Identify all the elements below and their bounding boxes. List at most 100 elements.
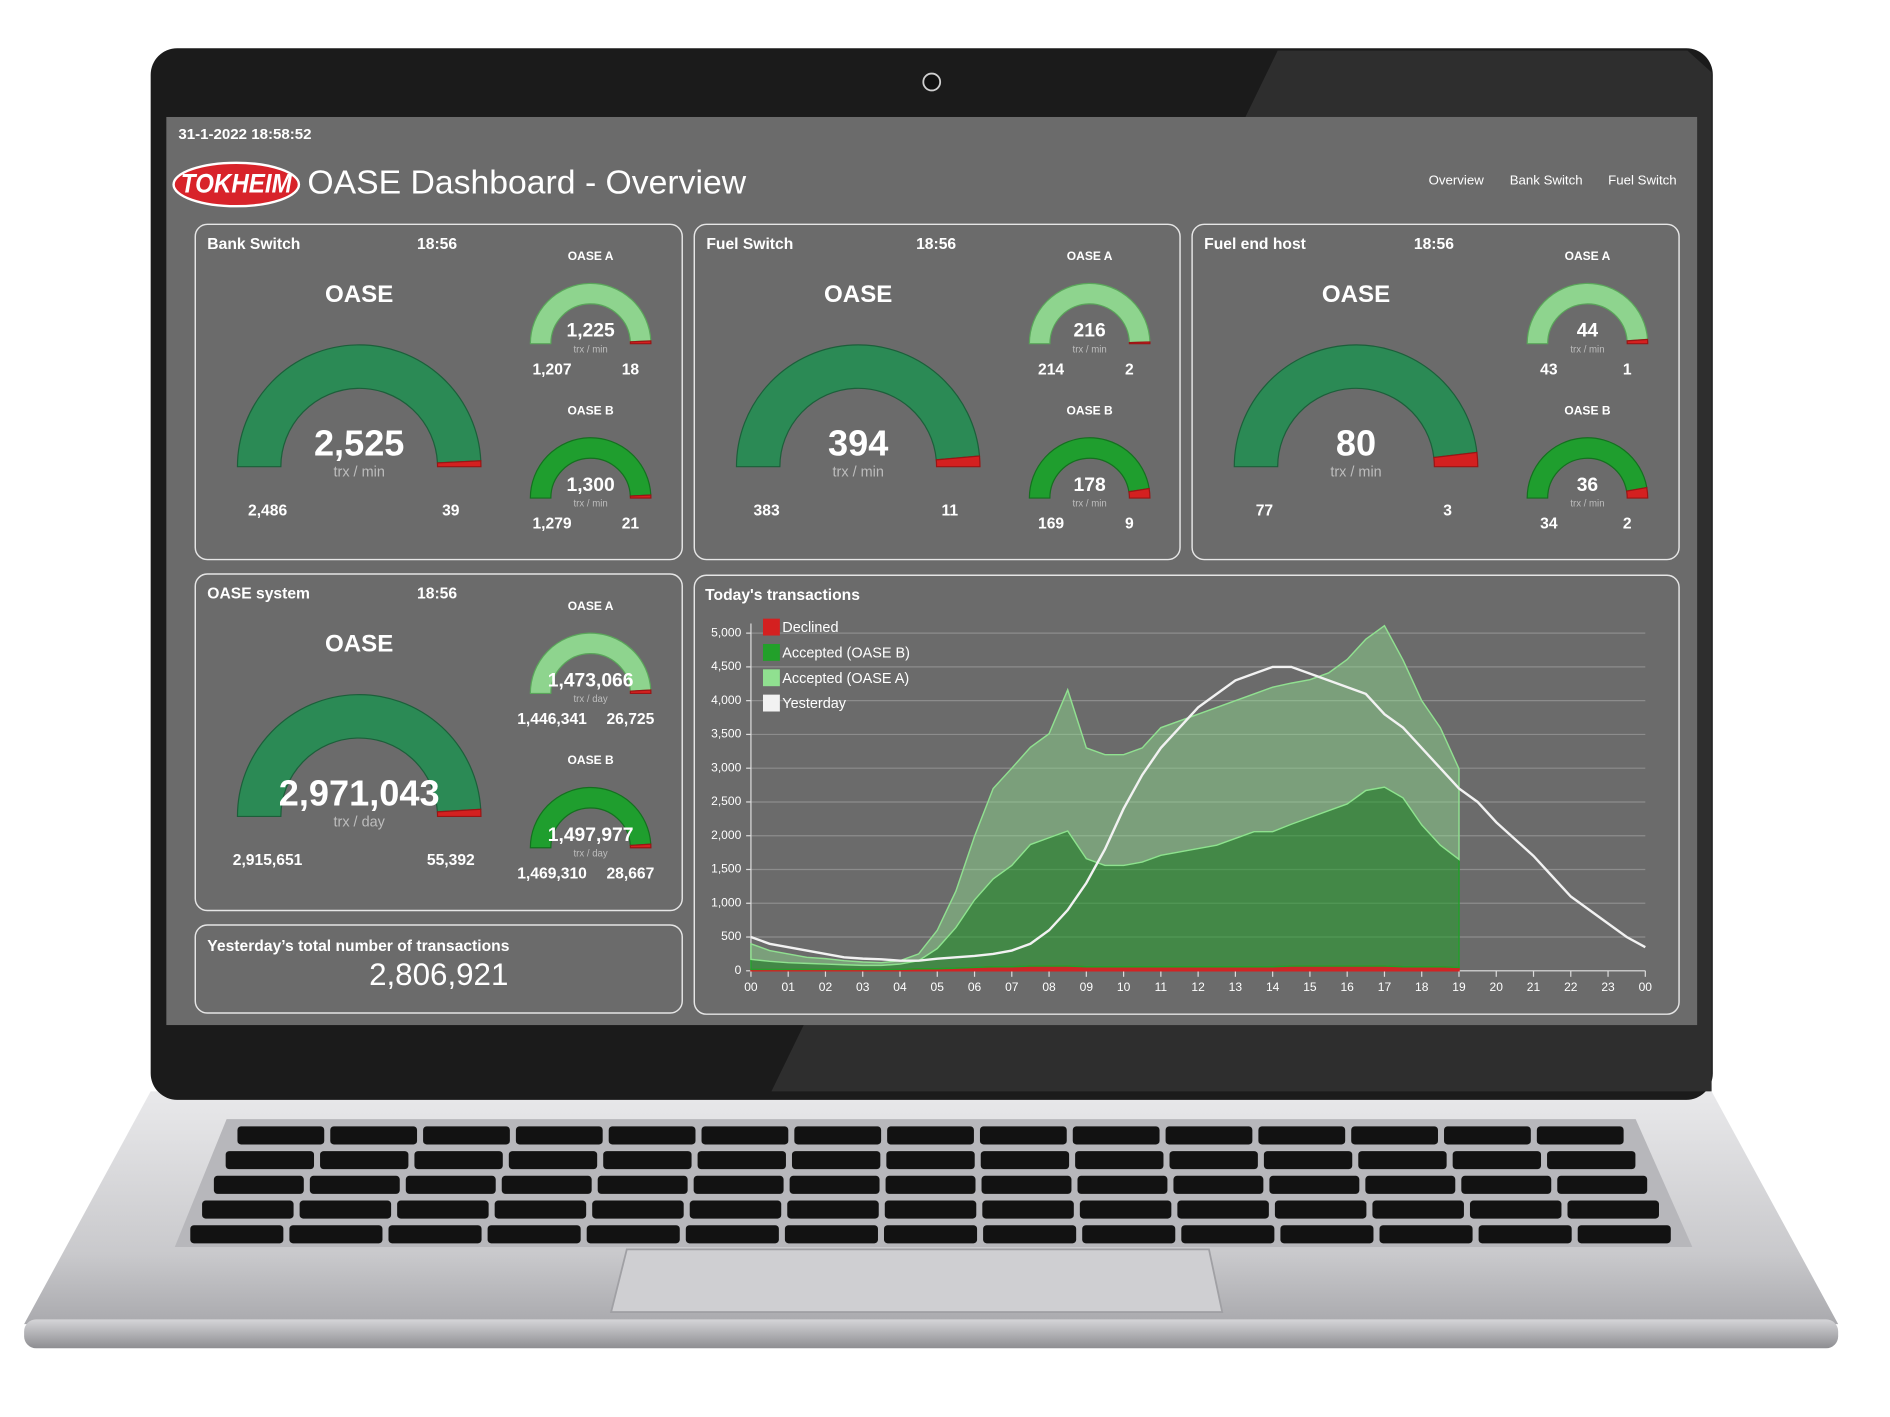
gauge-accepted: 383 bbox=[754, 502, 780, 519]
key bbox=[980, 1151, 1070, 1170]
gauge-accepted-arc bbox=[735, 344, 981, 468]
gauge-accepted: 1,469,310 bbox=[517, 865, 587, 882]
x-tick-label: 17 bbox=[1378, 980, 1392, 994]
gauge-value: 1,473,066 bbox=[548, 670, 634, 691]
key bbox=[225, 1151, 315, 1170]
gauge-unit: trx / min bbox=[1570, 499, 1604, 510]
nav-link[interactable]: Overview bbox=[1429, 172, 1485, 187]
panel-title: OASE system bbox=[207, 586, 310, 603]
key bbox=[423, 1126, 510, 1145]
gauge-declined: 1 bbox=[1623, 361, 1632, 378]
y-tick-label: 2,500 bbox=[711, 794, 741, 808]
panel bbox=[1191, 223, 1680, 561]
gauge-declined-arc bbox=[629, 689, 652, 695]
gauge-value: 394 bbox=[828, 423, 888, 464]
key bbox=[1169, 1151, 1258, 1170]
key bbox=[791, 1151, 881, 1170]
key bbox=[397, 1200, 489, 1219]
gauge-value: 1,225 bbox=[566, 321, 615, 342]
key bbox=[1165, 1126, 1253, 1145]
panel bbox=[194, 223, 683, 561]
gauge-label: OASE B bbox=[568, 753, 614, 767]
gauge-declined: 39 bbox=[442, 502, 460, 519]
key bbox=[320, 1151, 409, 1170]
key bbox=[1173, 1175, 1264, 1194]
key bbox=[608, 1126, 696, 1145]
x-tick-label: 04 bbox=[893, 980, 907, 994]
nav-link[interactable]: Bank Switch bbox=[1510, 172, 1583, 187]
key bbox=[1478, 1225, 1572, 1244]
legend-swatch bbox=[762, 669, 780, 687]
camera bbox=[922, 72, 942, 92]
y-tick-label: 4,500 bbox=[711, 659, 741, 673]
gauge-label: OASE bbox=[325, 281, 393, 308]
screen bbox=[166, 116, 1698, 1026]
y-tick-label: 0 bbox=[735, 963, 742, 977]
key bbox=[1072, 1126, 1160, 1145]
panel-title: Fuel end host bbox=[1204, 236, 1307, 253]
key bbox=[501, 1175, 592, 1194]
gauge-declined: 18 bbox=[622, 361, 640, 378]
gauge-label: OASE A bbox=[1565, 249, 1611, 263]
gauge-declined: 9 bbox=[1125, 516, 1134, 533]
key bbox=[884, 1200, 977, 1219]
gauge-declined-arc bbox=[1128, 487, 1151, 499]
key bbox=[190, 1225, 284, 1244]
key bbox=[1258, 1126, 1346, 1145]
y-tick-label: 500 bbox=[721, 929, 741, 943]
laptop-lip bbox=[24, 1319, 1839, 1349]
gauge-declined: 21 bbox=[622, 516, 640, 533]
key bbox=[1577, 1225, 1671, 1244]
panel-title: Fuel Switch bbox=[706, 236, 793, 253]
panel-time: 18:56 bbox=[417, 236, 457, 253]
gauge-declined: 28,667 bbox=[606, 865, 654, 882]
keyboard bbox=[190, 1126, 1671, 1244]
x-tick-label: 23 bbox=[1601, 980, 1615, 994]
y-tick-label: 4,000 bbox=[711, 693, 741, 707]
gauge-declined-arc bbox=[1625, 486, 1649, 499]
page-title: OASE Dashboard - Overview bbox=[307, 163, 746, 201]
gauge-accepted-arc bbox=[529, 786, 652, 849]
key bbox=[592, 1200, 684, 1219]
key bbox=[202, 1200, 294, 1219]
y-tick-label: 3,500 bbox=[711, 727, 741, 741]
gauge-declined: 3 bbox=[1443, 502, 1452, 519]
key bbox=[494, 1200, 587, 1219]
legend-label: Yesterday bbox=[782, 696, 847, 712]
gauge-declined-arc bbox=[629, 843, 652, 849]
gauge-unit: trx / day bbox=[574, 694, 608, 705]
key bbox=[883, 1225, 978, 1244]
key bbox=[1082, 1225, 1176, 1244]
x-tick-label: 05 bbox=[931, 980, 945, 994]
key bbox=[887, 1126, 974, 1145]
x-tick-label: 16 bbox=[1340, 980, 1354, 994]
gauge-label: OASE A bbox=[568, 249, 614, 263]
gauge-accepted-arc bbox=[236, 694, 482, 818]
gauge-declined-arc bbox=[629, 494, 652, 499]
gauge-label: OASE B bbox=[568, 403, 614, 417]
key bbox=[1372, 1200, 1464, 1219]
key bbox=[1269, 1175, 1360, 1194]
key bbox=[1177, 1200, 1269, 1219]
panel bbox=[693, 223, 1181, 561]
key bbox=[886, 1151, 975, 1170]
x-tick-label: 01 bbox=[782, 980, 796, 994]
gauge-declined-arc bbox=[436, 460, 482, 468]
x-tick-label: 12 bbox=[1191, 980, 1205, 994]
area bbox=[750, 624, 1460, 967]
gauge-declined-arc bbox=[1626, 338, 1649, 345]
key bbox=[1274, 1200, 1367, 1219]
key bbox=[1452, 1151, 1542, 1170]
x-tick-label: 22 bbox=[1564, 980, 1578, 994]
y-tick-label: 5,000 bbox=[711, 625, 741, 639]
x-tick-label: 20 bbox=[1490, 980, 1504, 994]
key bbox=[299, 1200, 392, 1219]
key bbox=[1075, 1151, 1164, 1170]
y-tick-label: 3,000 bbox=[711, 760, 741, 774]
gauge-declined-arc bbox=[1128, 341, 1151, 345]
gauge-value: 2,971,043 bbox=[279, 772, 440, 813]
panel bbox=[194, 573, 683, 912]
key bbox=[693, 1175, 784, 1194]
nav-link[interactable]: Fuel Switch bbox=[1608, 172, 1676, 187]
key bbox=[689, 1200, 782, 1219]
